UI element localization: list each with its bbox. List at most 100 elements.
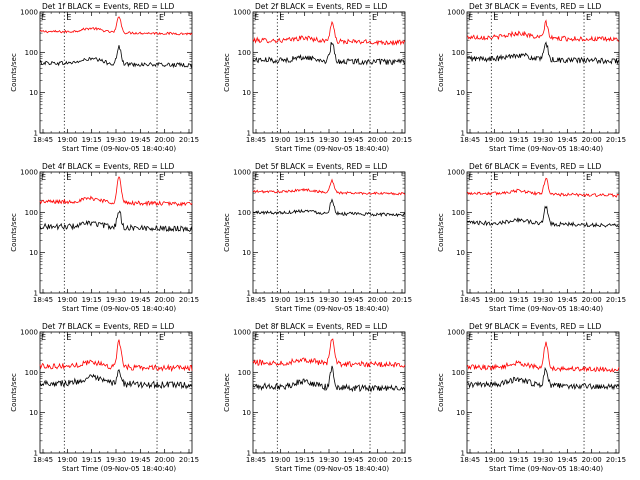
series-line-lld [466, 341, 620, 373]
y-axis-label: Counts/sec [10, 213, 18, 252]
y-tick-label: 10 [242, 249, 251, 257]
x-tick-label: 18:45 [460, 456, 480, 464]
x-axis-label: Start Time (09-Nov-05 18:40:40) [62, 145, 176, 153]
x-tick-label: 20:15 [392, 456, 412, 464]
y-tick-label: 100 [25, 369, 38, 377]
panel-det-6: Det 6f BLACK = Events, RED = LLD 1 10 100 10… [437, 162, 626, 313]
y-tick-label: 10 [456, 89, 465, 97]
plot-frame [39, 171, 193, 294]
y-tick-label: 1000 [233, 329, 251, 337]
x-tick-label: 20:00 [582, 456, 602, 464]
x-tick-label: 19:45 [130, 456, 150, 464]
y-tick-label: 10 [242, 89, 251, 97]
x-axis-label: Start Time (09-Nov-05 18:40:40) [275, 305, 389, 313]
plot-frame [39, 11, 193, 134]
x-tick-label: 19:30 [533, 296, 553, 304]
x-axis-label: Start Time (09-Nov-05 18:40:40) [489, 465, 603, 473]
x-tick-label: 19:45 [130, 136, 150, 144]
y-tick-label: 1000 [447, 9, 465, 17]
x-tick-label: 19:15 [295, 296, 315, 304]
marker-label-e: E [586, 333, 591, 342]
panel-det-1: Det 1f BLACK = Events, RED = LLD 1 10 100 10… [10, 2, 199, 153]
y-tick-label: 10 [456, 249, 465, 257]
x-tick-label: 20:00 [368, 456, 388, 464]
series-line-events [252, 198, 406, 218]
x-tick-label: 18:45 [33, 136, 53, 144]
series-line-events [466, 366, 620, 391]
x-tick-label: 20:00 [582, 296, 602, 304]
series-line-events [466, 41, 620, 65]
x-tick-label: 19:30 [319, 296, 339, 304]
marker-label-e: E [66, 173, 71, 182]
series-line-lld [252, 20, 406, 46]
y-tick-label: 10 [242, 409, 251, 417]
series-line-events [39, 369, 193, 390]
x-tick-label: 19:30 [319, 456, 339, 464]
x-tick-label: 20:00 [155, 296, 175, 304]
series-line-events [466, 205, 620, 228]
y-axis-label: Counts/sec [223, 373, 231, 412]
panel-title: Det 5f BLACK = Events, RED = LLD [255, 162, 388, 171]
panel-det-2: Det 2f BLACK = Events, RED = LLD 1 10 100 10… [223, 2, 412, 153]
panel-title: Det 2f BLACK = Events, RED = LLD [255, 2, 388, 11]
x-tick-label: 20:00 [155, 456, 175, 464]
series-line-lld [39, 339, 193, 373]
y-tick-label: 1 [247, 450, 251, 458]
x-tick-label: 19:30 [106, 136, 126, 144]
panel-title: Det 7f BLACK = Events, RED = LLD [42, 322, 175, 331]
x-tick-label: 19:30 [533, 456, 553, 464]
panel-det-8: Det 8f BLACK = Events, RED = LLD 1 10 100 10… [223, 322, 412, 473]
x-tick-label: 18:45 [246, 296, 266, 304]
plot-frame [39, 331, 193, 454]
series-line-lld [39, 176, 193, 207]
series-line-lld [252, 338, 406, 368]
x-tick-label: 19:00 [270, 136, 290, 144]
y-tick-label: 1000 [20, 169, 38, 177]
y-tick-label: 1 [34, 130, 38, 138]
y-tick-label: 1 [461, 130, 465, 138]
panel-det-3: Det 3f BLACK = Events, RED = LLD 1 10 100 10… [437, 2, 626, 153]
series-line-events [252, 41, 406, 66]
x-tick-label: 20:15 [606, 456, 626, 464]
plot-frame [252, 11, 406, 134]
marker-label-e: E [493, 13, 498, 22]
panel-title: Det 6f BLACK = Events, RED = LLD [469, 162, 602, 171]
y-tick-label: 1000 [233, 169, 251, 177]
x-tick-label: 20:15 [179, 296, 199, 304]
marker-label-e: E [586, 173, 591, 182]
y-axis-label: Counts/sec [437, 373, 445, 412]
y-tick-label: 1000 [447, 169, 465, 177]
x-tick-label: 19:15 [82, 456, 102, 464]
y-tick-label: 100 [25, 209, 38, 217]
x-tick-label: 18:45 [246, 136, 266, 144]
panel-det-7: Det 7f BLACK = Events, RED = LLD 1 10 100 10… [10, 322, 199, 473]
x-tick-label: 18:45 [33, 456, 53, 464]
x-tick-label: 19:00 [270, 296, 290, 304]
y-tick-label: 1 [34, 290, 38, 298]
x-tick-label: 19:15 [509, 136, 529, 144]
x-tick-label: 19:45 [130, 296, 150, 304]
x-tick-label: 19:45 [343, 136, 363, 144]
x-axis-label: Start Time (09-Nov-05 18:40:40) [275, 145, 389, 153]
x-tick-label: 19:30 [319, 136, 339, 144]
y-tick-label: 1000 [20, 9, 38, 17]
y-tick-label: 1 [34, 450, 38, 458]
y-tick-label: 10 [29, 89, 38, 97]
marker-label-e: E [493, 173, 498, 182]
marker-label-e: E [41, 173, 46, 182]
y-tick-label: 100 [238, 209, 251, 217]
marker-label-e: E [372, 173, 377, 182]
marker-label-e: E [254, 333, 259, 342]
y-axis-label: Counts/sec [437, 213, 445, 252]
y-axis-label: Counts/sec [10, 53, 18, 92]
y-tick-label: 1 [247, 130, 251, 138]
panel-det-4: Det 4f BLACK = Events, RED = LLD 1 10 100 10… [10, 162, 199, 313]
y-axis-label: Counts/sec [223, 53, 231, 92]
x-tick-label: 20:15 [606, 296, 626, 304]
x-axis-label: Start Time (09-Nov-05 18:40:40) [489, 145, 603, 153]
x-tick-label: 19:00 [484, 296, 504, 304]
marker-label-e: E [254, 13, 259, 22]
marker-label-e: E [66, 13, 71, 22]
x-tick-label: 18:45 [460, 296, 480, 304]
series-line-events [39, 45, 193, 69]
